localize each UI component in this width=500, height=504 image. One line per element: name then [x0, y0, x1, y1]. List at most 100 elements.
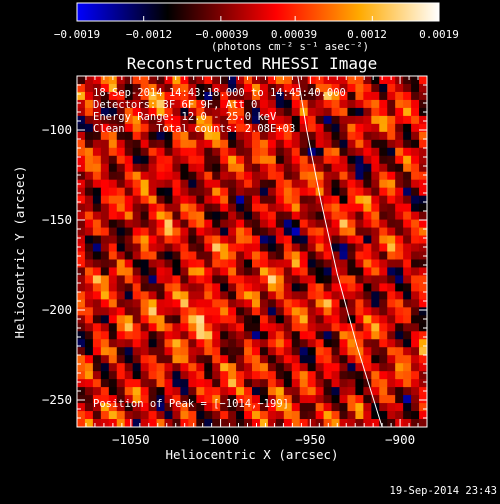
heatmap-cell [347, 419, 356, 427]
heatmap-cell [92, 331, 102, 340]
heatmap-cell [275, 387, 285, 396]
heatmap-cell [156, 267, 165, 276]
heatmap-cell [299, 123, 309, 133]
heatmap-cell [387, 155, 396, 165]
heatmap-cell [212, 299, 221, 308]
heatmap-cell [188, 211, 197, 220]
heatmap-cell [204, 107, 213, 117]
heatmap-cell [180, 371, 189, 380]
heatmap-cell [267, 259, 277, 268]
heatmap-cell [132, 187, 142, 197]
heatmap-cell [100, 115, 110, 125]
heatmap-cell [395, 76, 404, 85]
heatmap-cell [188, 299, 197, 308]
heatmap-cell [188, 235, 197, 244]
heatmap-cell [84, 347, 94, 356]
heatmap-cell [315, 187, 324, 197]
heatmap-cell [275, 99, 285, 109]
heatmap-cell [140, 307, 149, 316]
heatmap-cell [395, 379, 404, 388]
heatmap-cell [331, 99, 340, 109]
heatmap-cell [323, 355, 332, 364]
heatmap-cell [411, 395, 420, 404]
heatmap-cell [212, 211, 221, 220]
heatmap-cell [84, 211, 94, 220]
heatmap-cell [77, 91, 86, 101]
heatmap-cell [411, 179, 420, 189]
heatmap-cell [212, 355, 221, 364]
heatmap-cell [212, 283, 221, 292]
heatmap-cell [267, 171, 277, 181]
heatmap-cell [283, 387, 293, 396]
heatmap-cell [395, 163, 404, 173]
heatmap-cell [299, 323, 309, 332]
heatmap-cell [132, 339, 142, 348]
heatmap-cell [84, 291, 94, 300]
heatmap-cell [236, 107, 245, 117]
heatmap-cell [339, 211, 348, 220]
heatmap-cell [156, 76, 165, 85]
heatmap-cell [371, 115, 380, 125]
heatmap-cell [403, 131, 412, 141]
heatmap-cell [283, 227, 293, 236]
heatmap-cell [419, 235, 427, 244]
heatmap-cell [132, 291, 142, 300]
heatmap-cell [77, 411, 86, 420]
heatmap-cell [92, 323, 102, 332]
heatmap-cell [403, 139, 412, 149]
heatmap-cell [156, 259, 165, 268]
heatmap-cell [339, 363, 348, 372]
heatmap-cell [108, 331, 118, 340]
heatmap-cell [204, 76, 213, 85]
annotation-clean-counts: Clean Total counts: 2.08E+03 [93, 123, 295, 135]
heatmap-cell [259, 307, 269, 316]
heatmap-cell [84, 259, 94, 268]
heatmap-cell [100, 347, 110, 356]
heatmap-cell [77, 203, 86, 213]
heatmap-cell [188, 243, 197, 252]
heatmap-cell [220, 419, 229, 427]
heatmap-cell [291, 379, 301, 388]
heatmap-cell [116, 251, 126, 260]
heatmap-cell [307, 403, 317, 412]
heatmap-cell [244, 291, 253, 300]
heatmap-cell [124, 347, 134, 356]
heatmap-cell [267, 403, 277, 412]
heatmap-cell [132, 163, 142, 173]
heatmap-cell [315, 291, 324, 300]
heatmap-cell [299, 387, 309, 396]
heatmap-cell [77, 227, 86, 236]
heatmap-cell [204, 187, 213, 197]
heatmap-cell [363, 299, 372, 308]
heatmap-cell [228, 331, 237, 340]
heatmap-cell [323, 267, 332, 276]
heatmap-cell [156, 307, 165, 316]
heatmap-cell [212, 331, 221, 340]
heatmap-cell [355, 171, 364, 181]
heatmap-cell [363, 283, 372, 292]
heatmap-cell [124, 243, 134, 252]
heatmap-cell [411, 243, 420, 252]
heatmap-cell [275, 155, 285, 165]
heatmap-cell [172, 395, 181, 404]
heatmap-cell [172, 147, 181, 157]
heatmap-cell [363, 339, 372, 348]
x-axis-title: Heliocentric X (arcsec) [165, 447, 338, 462]
heatmap-cell [204, 291, 213, 300]
heatmap-cell [180, 323, 189, 332]
heatmap-cell [204, 331, 213, 340]
heatmap-cell [315, 331, 324, 340]
heatmap-cell [212, 251, 221, 260]
heatmap-cell [283, 195, 293, 205]
heatmap-cell [124, 267, 134, 276]
heatmap-cell [291, 99, 301, 109]
heatmap-cell [307, 76, 317, 85]
heatmap-cell [347, 139, 356, 149]
heatmap-cell [92, 259, 102, 268]
heatmap-cell [355, 403, 364, 412]
heatmap-cell [92, 379, 102, 388]
heatmap-cell [236, 307, 245, 316]
heatmap-cell [267, 115, 277, 125]
heatmap-cell [323, 107, 332, 117]
heatmap-cell [323, 395, 332, 404]
